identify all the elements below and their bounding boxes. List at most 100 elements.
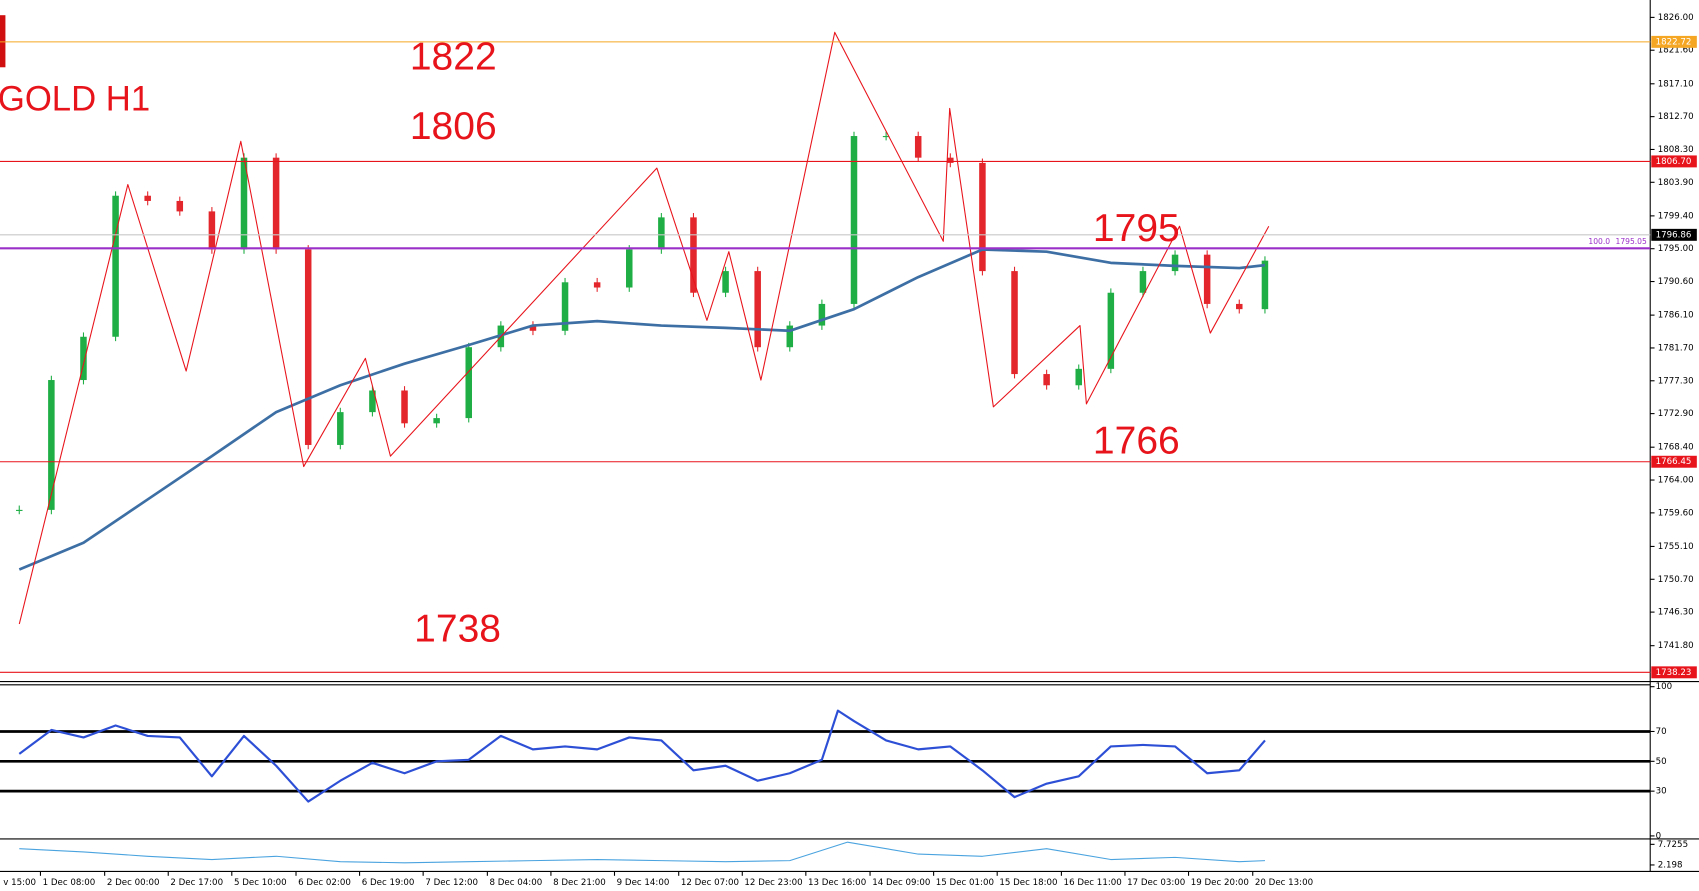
y-tick-label: 1755.10 (1658, 542, 1694, 552)
candle (144, 195, 151, 201)
rsi-tick-label: 70 (1656, 727, 1667, 737)
candle (433, 418, 440, 424)
x-tick-label: 1 Dec 08:00 (43, 878, 96, 888)
annotation: 1822 (410, 35, 497, 78)
candle (272, 157, 280, 250)
atr-tick-label: 2.198 (1658, 860, 1683, 870)
y-tick-label: 1808.30 (1658, 145, 1694, 155)
x-tick-label: 15 Dec 18:00 (999, 878, 1057, 888)
candle (1043, 374, 1050, 386)
y-tick-label: 1803.90 (1658, 178, 1694, 188)
candle (1075, 368, 1082, 386)
x-tick-label: 13 Dec 16:00 (808, 878, 866, 888)
rsi-line (18, 709, 1266, 803)
symbol-label: GOLD H1 (0, 81, 150, 119)
annotation: 1795 (1093, 207, 1180, 250)
x-tick-label: 14 Dec 09:00 (872, 878, 930, 888)
x-tick-label: 7 Dec 12:00 (425, 878, 478, 888)
candle (593, 282, 601, 288)
x-tick-label: 16 Dec 11:00 (1064, 878, 1122, 888)
annotation: 1738 (414, 607, 501, 650)
candle (240, 157, 248, 250)
x-tick-label: 17 Dec 03:00 (1127, 878, 1185, 888)
x-tick-label: 19 Dec 20:00 (1191, 878, 1249, 888)
y-tick-label: 1826.00 (1658, 13, 1694, 23)
candle (337, 412, 344, 445)
candle (112, 195, 119, 337)
candle (1171, 254, 1179, 272)
x-tick-label: 8 Dec 04:00 (490, 878, 543, 888)
level-box (1651, 155, 1697, 168)
annotation: 1806 (410, 105, 497, 148)
level-label: 1766.45 (1656, 457, 1692, 467)
candle (16, 509, 23, 511)
y-tick-label: 1777.30 (1658, 376, 1694, 386)
candle (80, 336, 87, 381)
candle (465, 347, 472, 419)
y-tick-label: 1786.10 (1658, 311, 1694, 321)
atr-line (19, 841, 1266, 864)
corner-marker (0, 15, 6, 68)
candle (722, 271, 729, 293)
y-tick-label: 1764.00 (1658, 476, 1694, 486)
fib-price-label: 1795.05 (1616, 237, 1648, 246)
candle (658, 217, 665, 250)
candle (1107, 292, 1115, 369)
x-tick-label: 5 Dec 10:00 (234, 878, 287, 888)
x-tick-label: 9 Dec 14:00 (617, 878, 670, 888)
x-tick-label: 6 Dec 02:00 (298, 878, 351, 888)
x-tick-label: 12 Dec 07:00 (681, 878, 739, 888)
candle (176, 200, 184, 212)
candle (1139, 271, 1147, 293)
candle (626, 249, 633, 288)
y-tick-label: 1812.70 (1658, 112, 1694, 122)
moving-average-line (18, 248, 1266, 571)
y-tick-label: 1759.60 (1658, 508, 1694, 518)
x-tick-label: 6 Dec 19:00 (362, 878, 415, 888)
level-box (1651, 228, 1697, 241)
candle (1203, 254, 1211, 304)
level-box (1651, 455, 1697, 468)
candle (304, 249, 312, 445)
rsi-tick-label: 100 (1656, 682, 1673, 692)
candle (690, 217, 697, 293)
candle (208, 211, 216, 250)
level-box (1651, 35, 1697, 48)
y-tick-label: 1821.60 (1658, 46, 1694, 56)
candle (1261, 260, 1269, 310)
candle (882, 136, 890, 138)
candle (529, 325, 537, 331)
rsi-tick-label: 50 (1656, 757, 1667, 767)
x-tick-label: 2 Dec 00:00 (107, 878, 160, 888)
y-tick-label: 1795.00 (1658, 244, 1694, 254)
fib-level-label: 100.0 (1588, 237, 1610, 246)
candle (818, 303, 826, 326)
candle (561, 282, 569, 331)
level-label: 1738.23 (1656, 668, 1692, 678)
y-tick-label: 1750.70 (1658, 575, 1694, 585)
y-tick-label: 1799.40 (1658, 211, 1694, 221)
rsi-tick-label: 30 (1656, 787, 1667, 797)
candle (850, 136, 858, 304)
candle (1011, 271, 1018, 375)
candle (369, 390, 376, 413)
main-panel (16, 31, 1270, 625)
x-tick-label: 12 Dec 23:00 (744, 878, 802, 888)
x-tick-label: v 15:00 (3, 878, 36, 888)
y-tick-label: 1741.80 (1658, 641, 1694, 651)
candle (754, 271, 761, 348)
y-tick-label: 1817.10 (1658, 79, 1694, 89)
candle (947, 157, 954, 163)
y-tick-label: 1772.90 (1658, 409, 1694, 419)
candle (1236, 303, 1243, 310)
x-tick-label: 20 Dec 13:00 (1255, 878, 1313, 888)
candle (786, 325, 794, 348)
candle (401, 390, 408, 424)
x-tick-label: 15 Dec 01:00 (936, 878, 994, 888)
level-box (1651, 666, 1697, 679)
atr-tick-label: 7.7255 (1658, 840, 1688, 850)
candle (979, 162, 986, 272)
